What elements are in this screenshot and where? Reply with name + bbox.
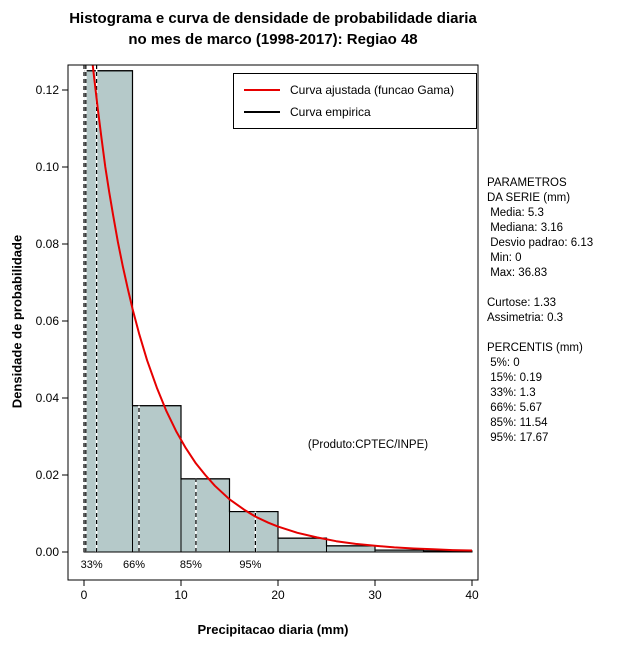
- x-tick-label: 30: [368, 588, 382, 602]
- plot-border: [67, 64, 479, 581]
- percentile-label: 33%: [81, 559, 103, 571]
- stats-line: Min: 0: [487, 252, 522, 264]
- x-axis-title: Precipitacao diaria (mm): [197, 622, 349, 637]
- histogram-bar: [229, 511, 279, 553]
- gamma-curve: [91, 65, 473, 552]
- histogram-bar: [277, 537, 327, 553]
- y-tick-label: 0.06: [36, 314, 60, 328]
- y-axis-title: Densidade de probabilidade: [9, 234, 25, 409]
- empirical-curve: [84, 70, 472, 552]
- stats-line: 66%: 5.67: [487, 402, 542, 414]
- stats-line: PARAMETROS: [487, 177, 567, 189]
- stats-line: [487, 326, 637, 341]
- stats-line: 85%: 11.54: [487, 417, 548, 429]
- stats-line: DA SERIE (mm): [487, 192, 571, 204]
- chart-title: Histograma e curva de densidade de proba…: [0, 8, 546, 50]
- chart-title-line2: no mes de marco (1998-2017): Regiao 48: [128, 31, 418, 48]
- stats-line: Assimetria: 0.3: [487, 312, 564, 324]
- legend-label-empirical: Curva empirica: [290, 105, 371, 119]
- stats-line: Max: 36.83: [487, 267, 548, 279]
- y-tick-label: 0.02: [36, 468, 60, 482]
- histogram-bar: [83, 70, 133, 553]
- percentile-label: 85%: [180, 559, 202, 571]
- histogram-bar: [180, 478, 230, 553]
- y-tick-label: 0.08: [36, 237, 60, 251]
- stats-line: 5%: 0: [487, 357, 520, 369]
- legend-entry-empirical: Curva empirica: [234, 106, 476, 118]
- percentile-label: 66%: [123, 559, 145, 571]
- histogram-bar: [326, 545, 376, 553]
- stats-line: Curtose: 1.33: [487, 297, 557, 309]
- x-tick-label: 0: [81, 588, 88, 602]
- legend-line-sample-empirical: [244, 111, 280, 113]
- y-tick-label: 0.00: [36, 545, 60, 559]
- x-tick-label: 10: [174, 588, 188, 602]
- chart-title-line1: Histograma e curva de densidade de proba…: [69, 10, 477, 27]
- y-tick-label: 0.12: [36, 83, 60, 97]
- stats-line: 15%: 0.19: [487, 372, 542, 384]
- legend-line-sample-gamma: [244, 89, 280, 91]
- legend: Curva ajustada (funcao Gama) Curva empir…: [233, 73, 477, 129]
- legend-label-gamma: Curva ajustada (funcao Gama): [290, 83, 455, 97]
- stats-panel: PARAMETROS DA SERIE (mm) Media: 5.3 Media…: [487, 176, 637, 446]
- stats-line: Desvio padrao: 6.13: [487, 237, 594, 249]
- percentile-label: 95%: [239, 559, 261, 571]
- stats-line: Media: 5.3: [487, 207, 544, 219]
- x-tick-label: 40: [465, 588, 479, 602]
- y-tick-label: 0.10: [36, 160, 60, 174]
- stats-line: 33%: 1.3: [487, 387, 536, 399]
- legend-entry-gamma: Curva ajustada (funcao Gama): [234, 84, 476, 96]
- stats-line: [487, 281, 637, 296]
- y-tick-label: 0.04: [36, 391, 60, 405]
- product-annotation: (Produto:CPTEC/INPE): [307, 439, 429, 451]
- x-tick-label: 20: [271, 588, 285, 602]
- stats-line: 95%: 17.67: [487, 432, 549, 444]
- stats-line: PERCENTIS (mm): [487, 342, 583, 354]
- stats-line: Mediana: 3.16: [487, 222, 564, 234]
